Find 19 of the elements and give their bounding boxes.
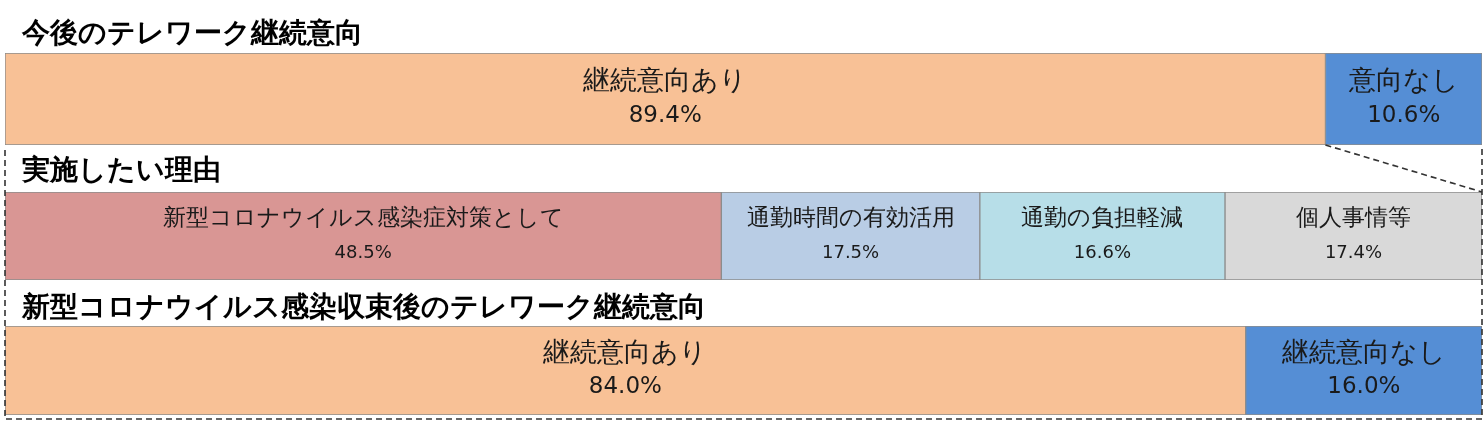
data-label: 17.5% (821, 240, 880, 262)
series-label: 継続意向あり (542, 335, 708, 367)
data-label: 16.6% (1073, 240, 1131, 262)
series-label: 継続意向あり (582, 64, 748, 96)
data-label: 17.4% (1324, 240, 1383, 262)
series-label: 通勤の負担軽減 (1021, 203, 1184, 230)
data-label: 16.0% (1327, 372, 1401, 399)
data-label: 84.0% (588, 372, 662, 399)
chart-title: 実施したい理由 (22, 153, 221, 186)
chart-title: 今後のテレワーク継続意向 (22, 16, 363, 49)
chart-title: 新型コロナウイルス感染収束後のテレワーク継続意向 (22, 290, 706, 323)
series-label: 個人事情等 (1296, 203, 1411, 230)
data-label: 89.4% (628, 100, 702, 127)
data-label: 10.6% (1367, 100, 1441, 127)
series-label: 継続意向なし (1280, 335, 1446, 367)
series-label: 意向なし (1347, 64, 1459, 96)
series-label: 通勤時間の有効活用 (746, 203, 955, 230)
data-label: 48.5% (334, 240, 392, 262)
series-label: 新型コロナウイルス感染症対策として (162, 203, 564, 230)
